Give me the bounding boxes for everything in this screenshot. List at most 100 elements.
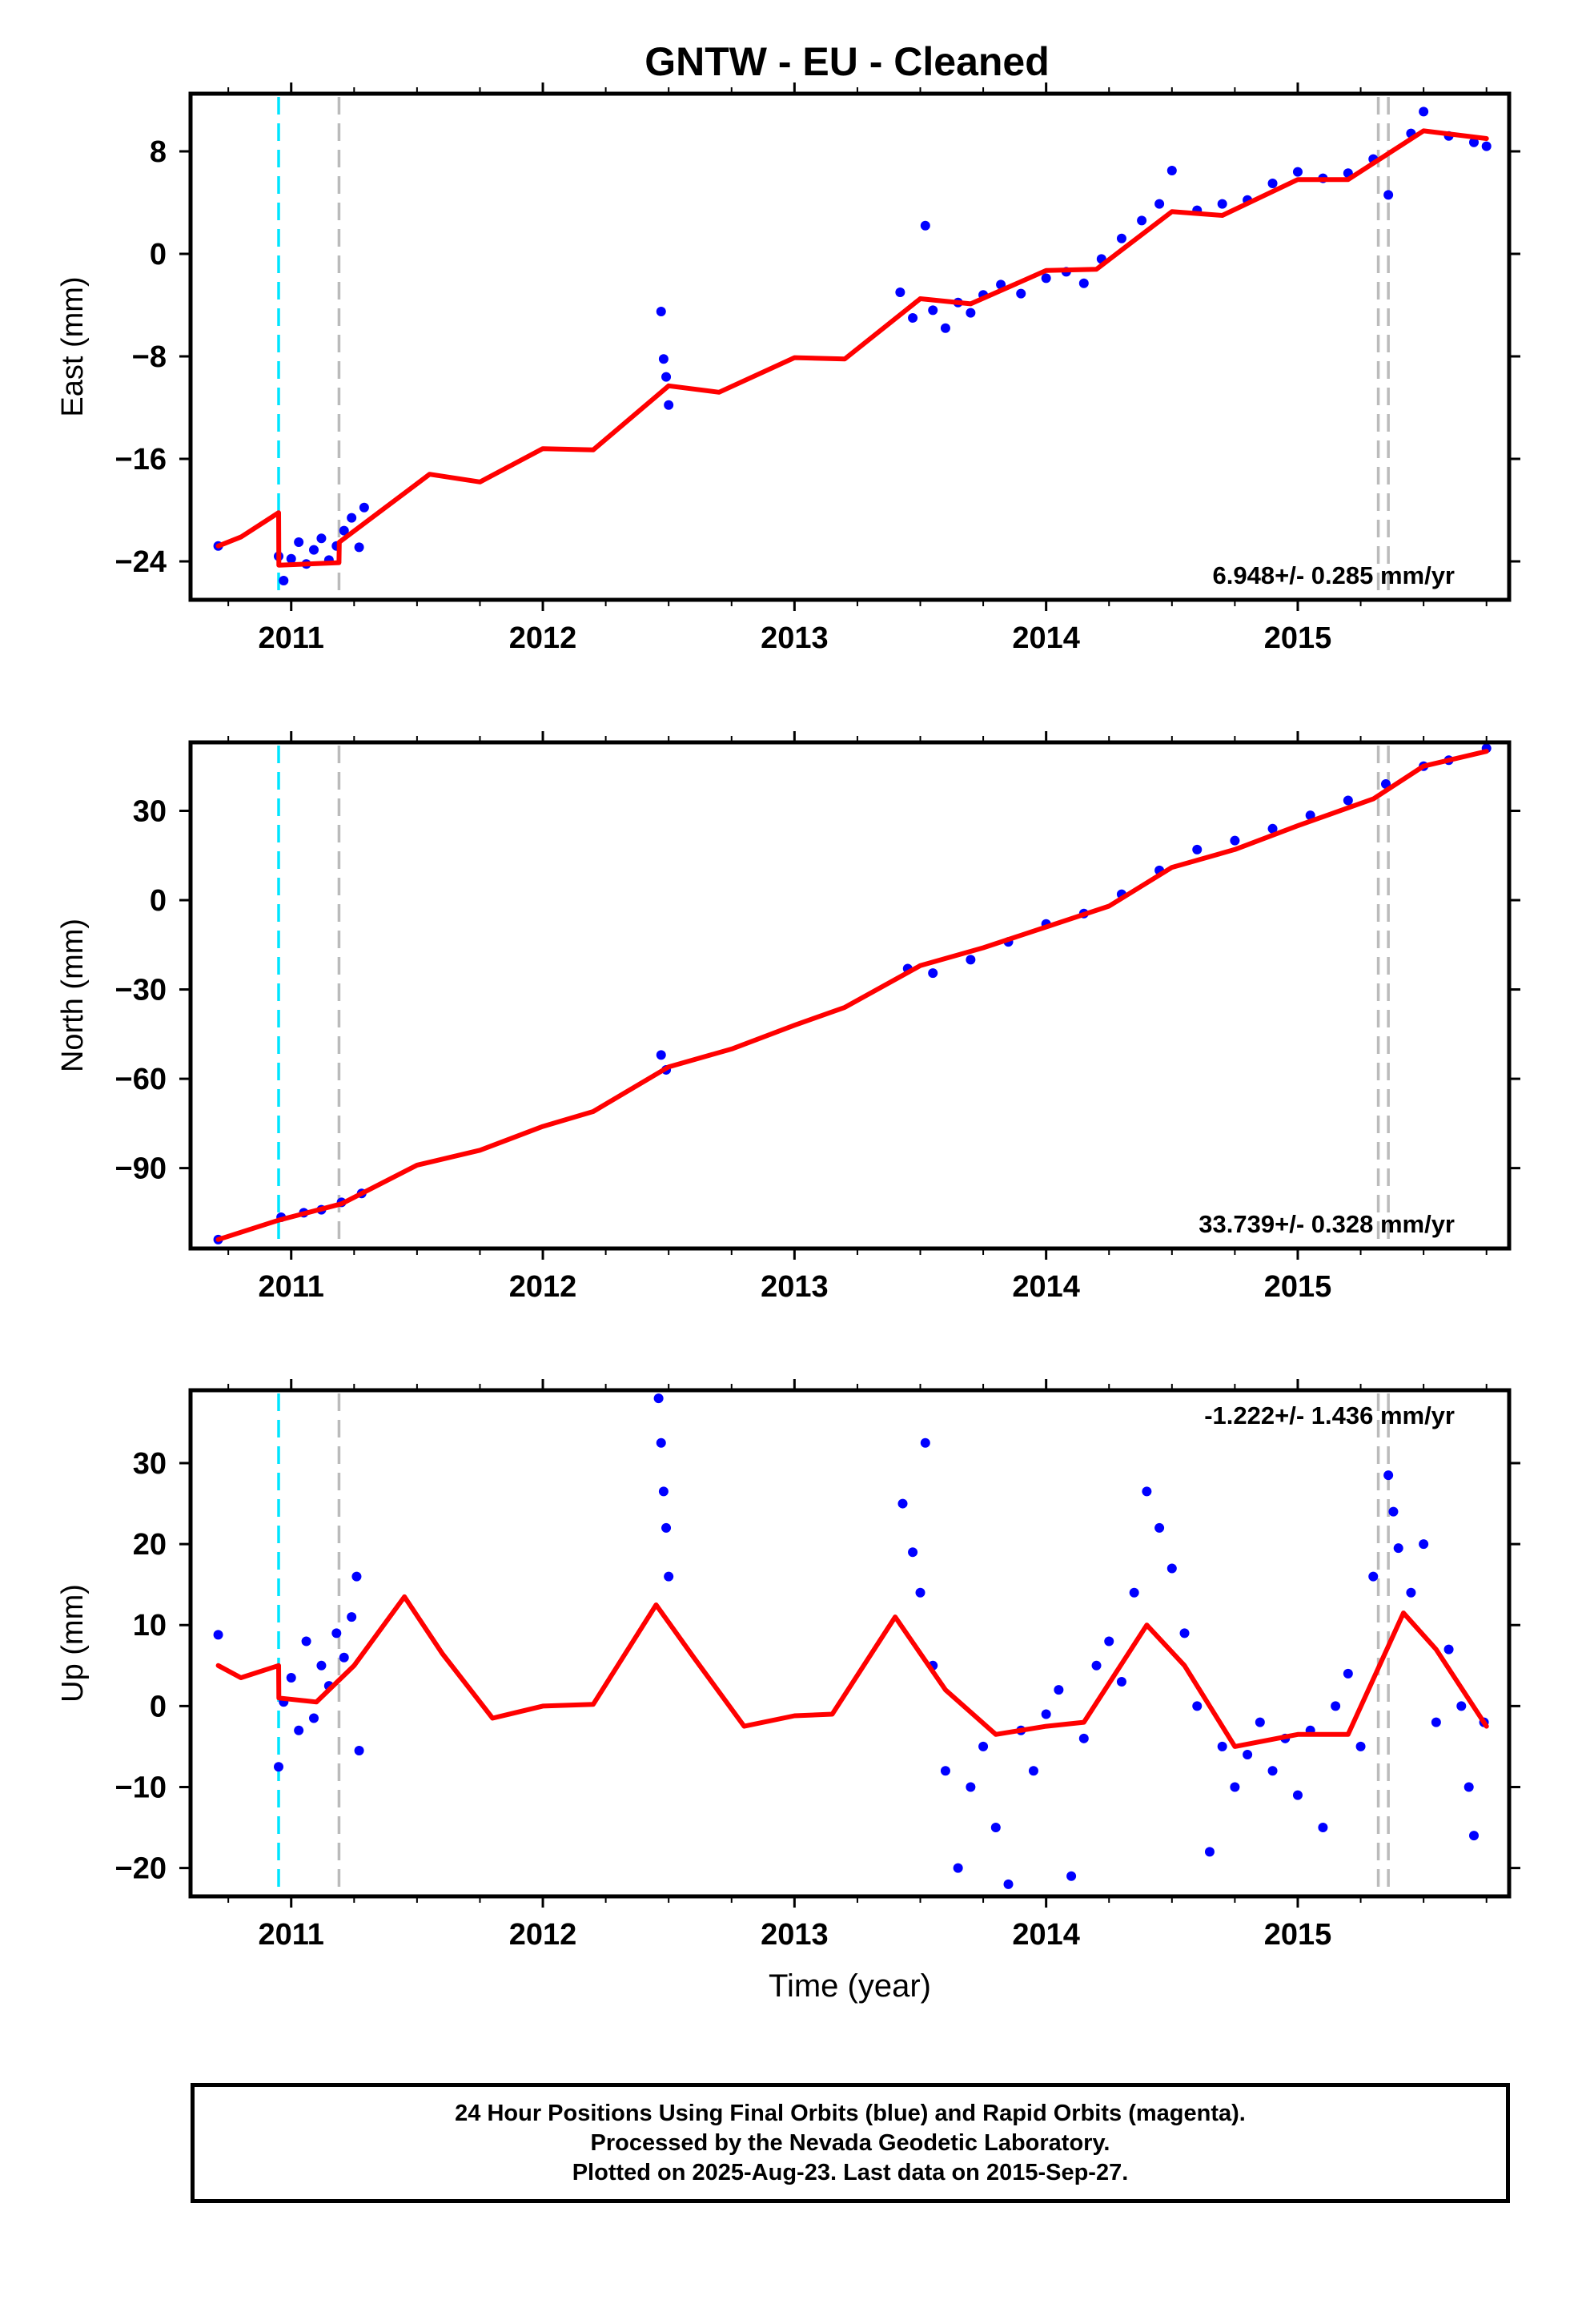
x-tick-label: 2013 bbox=[761, 621, 829, 655]
data-point bbox=[664, 1571, 674, 1582]
data-point bbox=[1091, 1660, 1102, 1671]
data-point bbox=[1456, 1701, 1467, 1711]
caption-line-1: 24 Hour Positions Using Final Orbits (bl… bbox=[455, 2100, 1246, 2126]
data-point bbox=[316, 1660, 327, 1671]
data-point bbox=[1129, 1587, 1139, 1598]
chart-title: GNTW - EU - Cleaned bbox=[644, 39, 1050, 84]
data-point bbox=[1003, 1879, 1014, 1889]
data-point bbox=[1137, 215, 1147, 226]
data-point bbox=[653, 1393, 664, 1404]
y-axis-label: Up (mm) bbox=[56, 1584, 90, 1703]
data-point bbox=[656, 307, 666, 316]
data-point bbox=[1468, 1831, 1479, 1841]
data-point bbox=[1318, 1823, 1328, 1833]
y-tick-label: 30 bbox=[133, 1447, 167, 1481]
data-point bbox=[661, 1522, 672, 1533]
y-tick-label: 0 bbox=[150, 884, 167, 918]
rate-label: 6.948+/- 0.285 mm/yr bbox=[1213, 561, 1455, 589]
data-point bbox=[658, 354, 669, 364]
y-tick-label: −24 bbox=[115, 545, 167, 579]
x-tick-label: 2011 bbox=[258, 621, 323, 655]
data-point bbox=[1116, 1677, 1126, 1687]
data-point bbox=[1204, 1847, 1215, 1857]
data-point bbox=[1292, 1790, 1303, 1800]
data-point bbox=[331, 1628, 342, 1638]
y-tick-label: 0 bbox=[150, 238, 167, 271]
data-point bbox=[1343, 795, 1353, 806]
data-point bbox=[661, 372, 672, 382]
y-tick-label: −90 bbox=[115, 1152, 167, 1186]
data-point bbox=[915, 1587, 926, 1598]
data-point bbox=[286, 1672, 296, 1683]
data-point bbox=[940, 323, 950, 333]
data-point bbox=[1054, 1685, 1064, 1695]
y-tick-label: 0 bbox=[150, 1690, 167, 1723]
data-point bbox=[1383, 190, 1394, 200]
data-point bbox=[928, 968, 938, 979]
data-point bbox=[895, 287, 905, 297]
panel-3: 2011 2012 2013 2014 2015 −20 −10 0 10 20 30 -1.222+… bbox=[56, 1379, 1520, 2004]
y-tick-label: −10 bbox=[115, 1771, 167, 1804]
data-point bbox=[1217, 1741, 1227, 1751]
y-tick-label: 20 bbox=[133, 1528, 167, 1562]
data-point bbox=[294, 1725, 304, 1735]
data-point bbox=[1419, 107, 1429, 117]
plot-frame bbox=[188, 91, 1512, 602]
data-point bbox=[1481, 141, 1492, 151]
data-point bbox=[279, 576, 289, 585]
data-point bbox=[1431, 1717, 1441, 1727]
x-tick-label: 2011 bbox=[258, 1918, 323, 1952]
data-point bbox=[656, 1437, 666, 1448]
data-point bbox=[1243, 1750, 1253, 1760]
y-tick-label: −30 bbox=[115, 974, 167, 1007]
plot-frame bbox=[188, 1388, 1512, 1899]
x-tick-label: 2015 bbox=[1264, 1270, 1332, 1304]
y-tick-label: −60 bbox=[115, 1063, 167, 1096]
x-tick-label: 2012 bbox=[509, 621, 577, 655]
data-point bbox=[953, 1863, 963, 1873]
data-point bbox=[1179, 1628, 1190, 1638]
data-point bbox=[347, 1612, 357, 1622]
data-point bbox=[1154, 199, 1165, 209]
data-point bbox=[897, 1498, 908, 1509]
caption-line-2: Processed by the Nevada Geodetic Laborat… bbox=[590, 2129, 1110, 2156]
data-point bbox=[339, 525, 349, 536]
data-point bbox=[664, 400, 674, 410]
data-point bbox=[990, 1823, 1001, 1833]
x-tick-label: 2014 bbox=[1012, 621, 1080, 655]
data-point bbox=[1468, 137, 1479, 147]
data-point bbox=[1292, 167, 1303, 177]
data-point bbox=[1142, 1486, 1152, 1497]
data-point bbox=[978, 1741, 989, 1751]
data-point bbox=[1230, 1782, 1240, 1792]
x-tick-label: 2013 bbox=[761, 1270, 829, 1304]
data-point bbox=[658, 1486, 669, 1497]
data-point bbox=[1217, 199, 1227, 209]
data-point bbox=[351, 1571, 362, 1582]
data-point bbox=[1443, 1644, 1454, 1655]
panel-2: 2011 2012 2013 2014 2015 −90 −60 −30 0 30 33.739+/… bbox=[56, 731, 1520, 1304]
y-axis-label: North (mm) bbox=[56, 919, 90, 1072]
model-curve bbox=[215, 1594, 1489, 1749]
data-point bbox=[1041, 1709, 1051, 1719]
y-tick-label: 30 bbox=[133, 795, 167, 829]
data-point bbox=[354, 1745, 364, 1755]
data-point bbox=[1343, 1668, 1353, 1679]
x-tick-label: 2014 bbox=[1012, 1270, 1080, 1304]
x-tick-label: 2011 bbox=[258, 1270, 323, 1304]
data-point bbox=[966, 308, 976, 318]
y-tick-label: −16 bbox=[115, 443, 167, 476]
data-point bbox=[354, 542, 364, 553]
model-curve bbox=[215, 749, 1489, 1242]
x-tick-label: 2013 bbox=[761, 1918, 829, 1952]
data-point bbox=[309, 545, 319, 555]
data-point bbox=[908, 313, 918, 323]
data-point bbox=[1116, 233, 1126, 243]
y-tick-label: 10 bbox=[133, 1609, 167, 1642]
data-point bbox=[1192, 844, 1203, 854]
data-point bbox=[1028, 1766, 1038, 1776]
data-point bbox=[1230, 835, 1240, 846]
data-point bbox=[1154, 1522, 1165, 1533]
data-point bbox=[309, 1713, 319, 1723]
